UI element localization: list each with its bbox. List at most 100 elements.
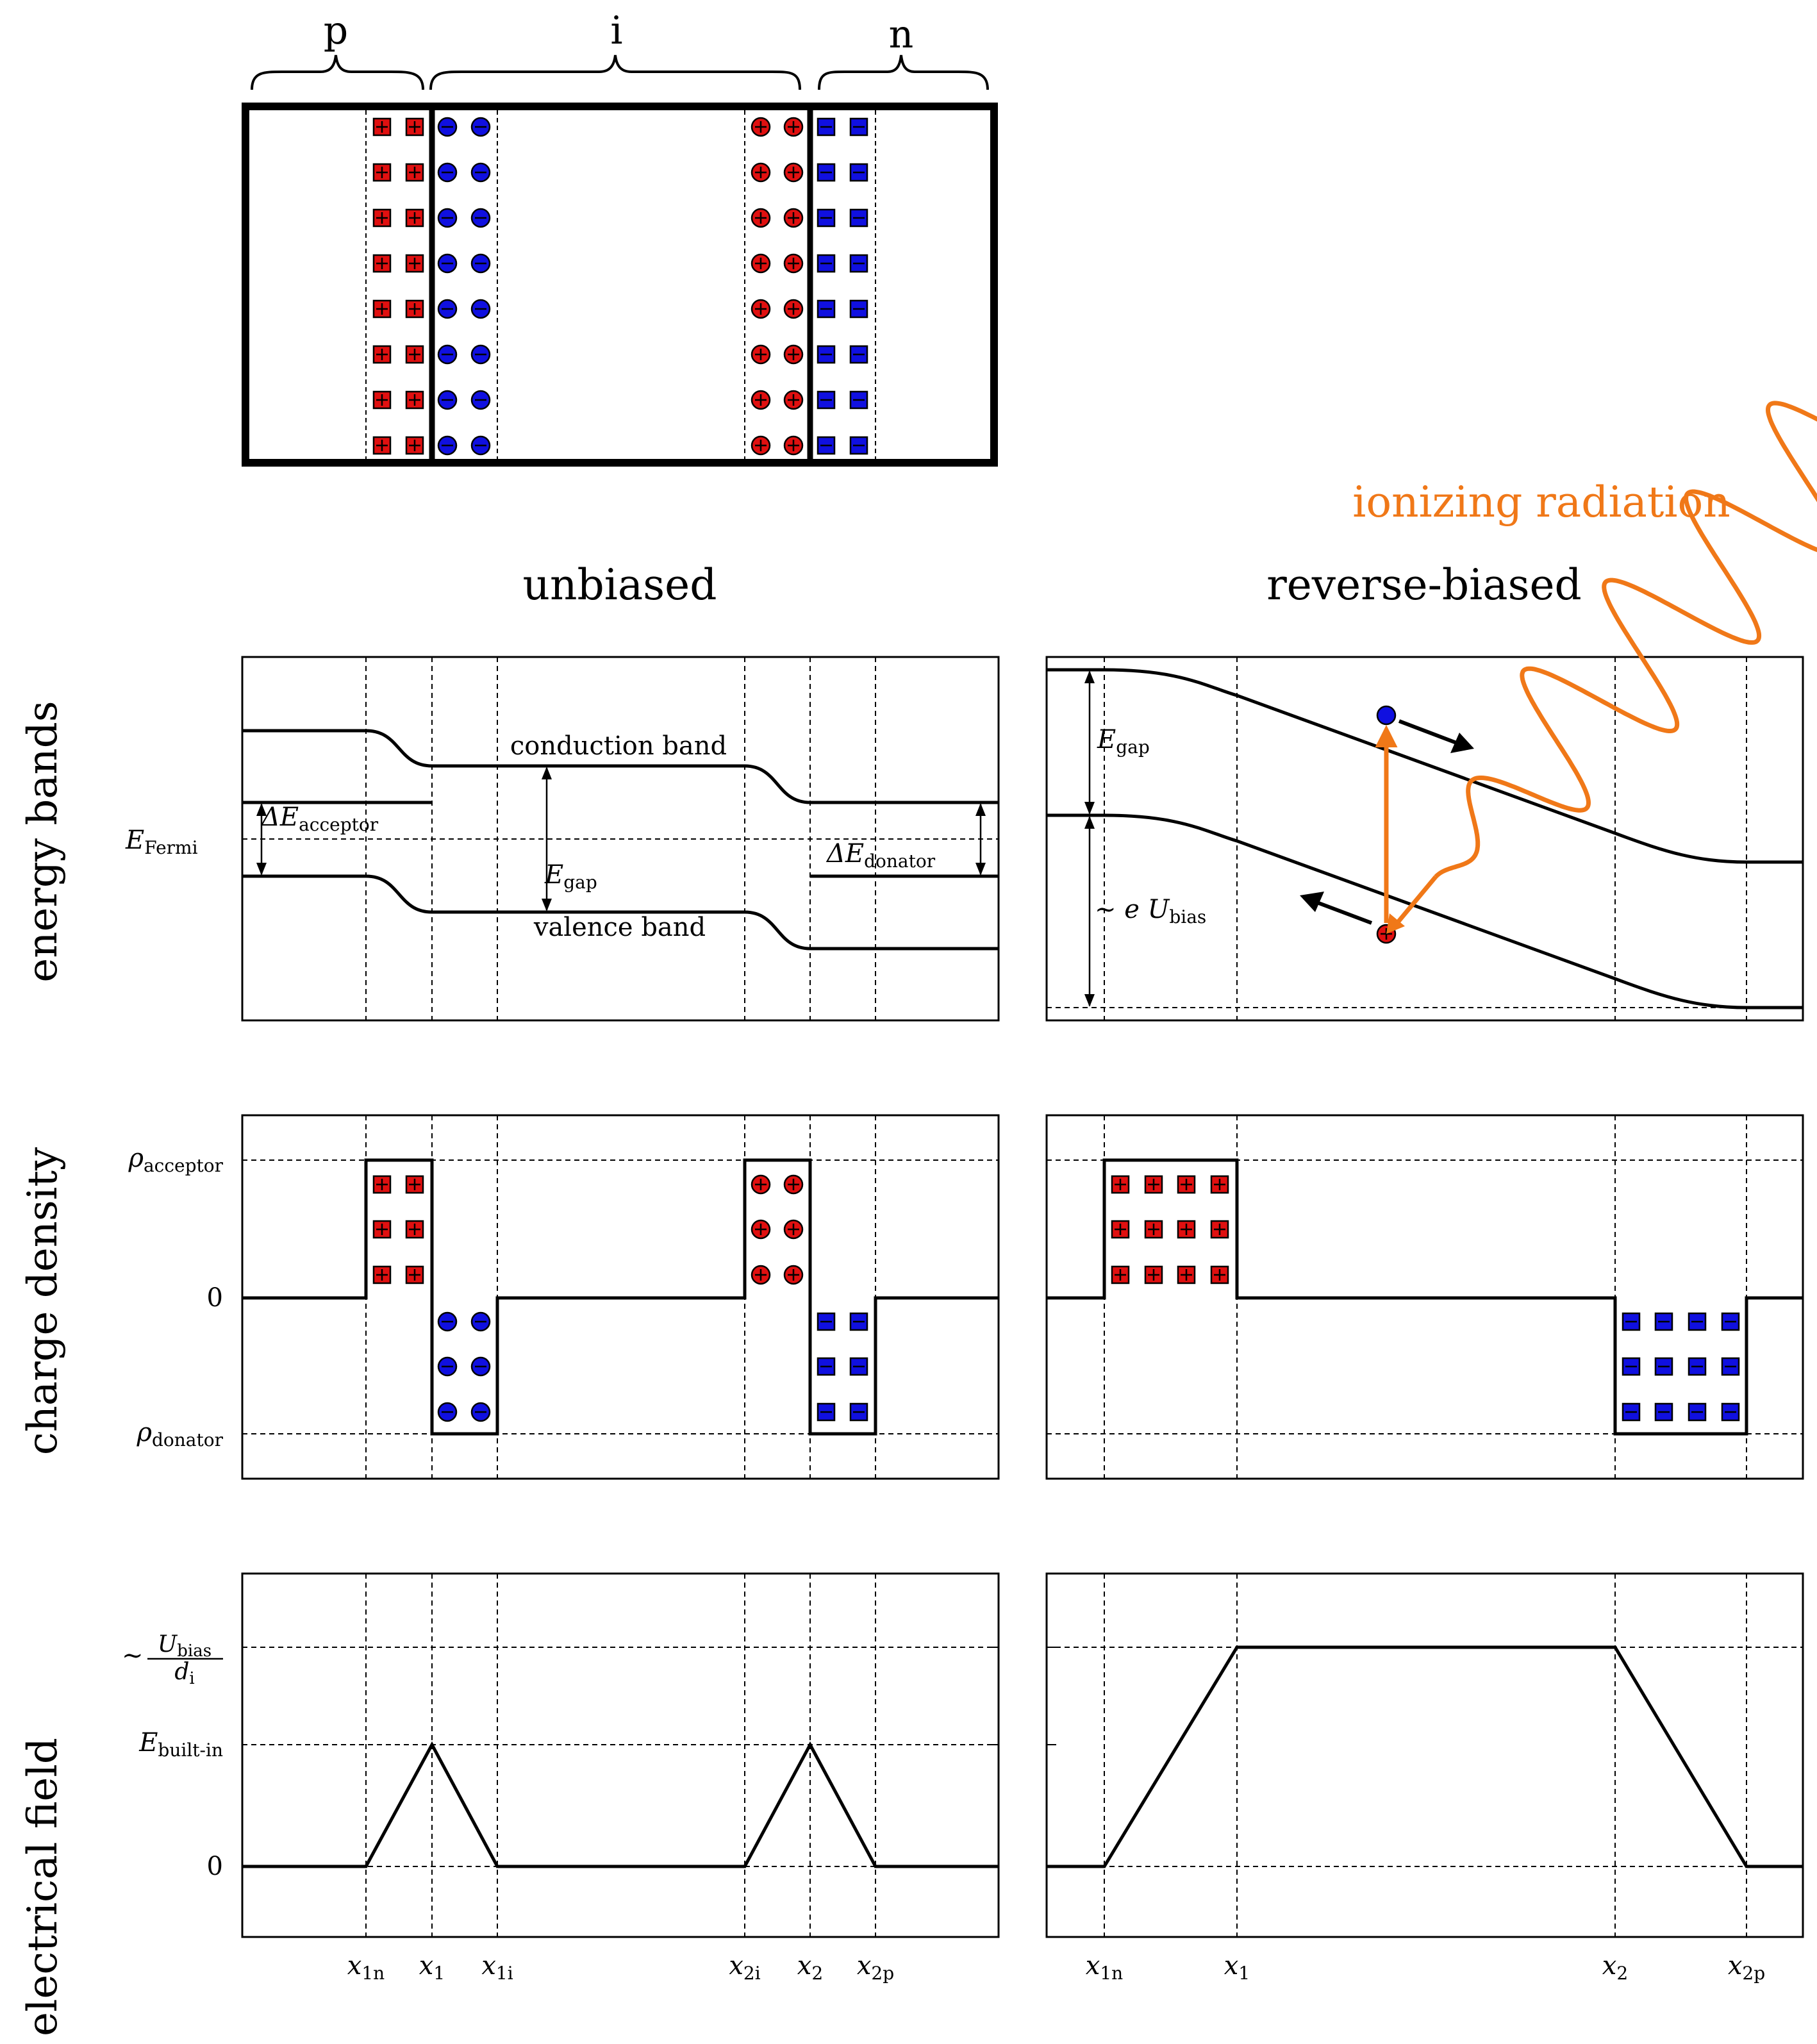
dopant-positive <box>372 117 392 137</box>
dopant-negative <box>1688 1357 1707 1376</box>
radiation-wave <box>1434 401 1817 879</box>
carrier-positive <box>751 208 771 228</box>
charge-zero-tick: 0 <box>207 1283 223 1313</box>
dopant-positive <box>1144 1265 1163 1284</box>
row-label-energy-bands: energy bands <box>19 701 67 982</box>
dopant-positive <box>405 345 424 364</box>
radiation-impact-arrowhead <box>1386 913 1405 934</box>
svg-text:di: di <box>174 1659 194 1688</box>
bands-unbiased <box>242 729 999 951</box>
svg-text:Ubias: Ubias <box>158 1631 212 1661</box>
carrier-negative <box>470 162 491 183</box>
dopant-positive <box>1210 1220 1229 1239</box>
conduction-band-label: conduction band <box>510 731 727 761</box>
carrier-positive <box>751 1265 771 1285</box>
carrier-negative <box>470 253 491 274</box>
carrier-positive <box>751 253 771 274</box>
dopant-positive <box>1210 1175 1229 1194</box>
radiation-label: ionizing radiation <box>1352 478 1730 527</box>
dopant-negative <box>849 208 868 228</box>
field-zero-tick: 0 <box>207 1852 223 1881</box>
dopant-negative <box>1721 1357 1740 1376</box>
panel-bands-biased <box>1045 656 1804 1022</box>
carrier-negative <box>470 208 491 228</box>
carrier-negative <box>470 117 491 137</box>
carrier-negative <box>437 1356 458 1377</box>
carrier-positive <box>751 435 771 456</box>
dopant-negative <box>1622 1357 1641 1376</box>
valence-band-label: valence band <box>533 913 706 942</box>
drift-arrows <box>1300 719 1474 925</box>
carrier-negative <box>470 1402 491 1422</box>
dopant-positive <box>1177 1265 1196 1284</box>
dopant-negative <box>817 117 836 137</box>
carrier-positive <box>783 162 804 183</box>
row-label-electrical-field: electrical field <box>19 1738 67 2036</box>
bias-label: ∼ e Ubias <box>1095 895 1206 927</box>
x-label-left-0: x1n <box>347 1951 385 1984</box>
dopant-positive <box>372 299 392 319</box>
region-label-n: n <box>889 12 914 57</box>
dopant-negative <box>849 163 868 182</box>
dopant-negative <box>1654 1402 1673 1422</box>
charge-profiles <box>242 1158 1803 1436</box>
delta-e-donator-label: ΔEdonator <box>826 839 936 872</box>
brace-i <box>429 54 801 90</box>
region-label-i: i <box>610 8 622 53</box>
x-axis-labels: x1n x1 x1i x2i x2 x2p x1n x1 x2 x2p <box>347 1951 1765 1984</box>
dopant-negative <box>849 1312 868 1331</box>
carrier-negative <box>470 299 491 319</box>
field-profile-unbiased <box>242 1741 999 1868</box>
column-title-unbiased: unbiased <box>523 560 717 610</box>
delta-e-acceptor-label: ΔEacceptor <box>260 802 379 835</box>
dopant-positive <box>372 345 392 364</box>
dopant-negative <box>849 436 868 455</box>
device-outline <box>242 103 998 467</box>
dopant-negative <box>817 436 836 455</box>
dopant-positive <box>405 390 424 410</box>
carrier-negative <box>470 390 491 410</box>
dopant-negative <box>817 208 836 228</box>
field-axis-ticks-right <box>987 1647 1056 1867</box>
dopant-positive <box>1111 1175 1130 1194</box>
carrier-positive <box>751 162 771 183</box>
dopant-positive <box>1144 1220 1163 1239</box>
field-profiles <box>242 1645 1803 1868</box>
bands-biased <box>1047 668 1803 1010</box>
carrier-positive <box>783 435 804 456</box>
carrier-negative <box>437 253 458 274</box>
horizontal-guides <box>242 838 1803 1867</box>
dopant-negative <box>1654 1357 1673 1376</box>
dopant-positive <box>1111 1220 1130 1239</box>
dopant-positive <box>1210 1265 1229 1284</box>
dopant-positive <box>372 390 392 410</box>
gap-label-biased: Egap <box>1097 725 1150 758</box>
dopant-negative <box>1721 1402 1740 1422</box>
x-label-right-0: x1n <box>1086 1951 1123 1984</box>
carrier-negative <box>437 299 458 319</box>
dopant-negative <box>1688 1312 1707 1331</box>
x-label-right-3: x2p <box>1728 1951 1765 1984</box>
carrier-negative <box>1376 705 1397 726</box>
carrier-positive <box>751 299 771 319</box>
row-label-charge-density: charge density <box>19 1147 67 1455</box>
gap-label-unbiased: Egap <box>544 860 597 893</box>
carrier-negative <box>437 162 458 183</box>
carrier-negative <box>470 344 491 365</box>
dopant-negative <box>849 299 868 319</box>
charge-profile-unbiased <box>242 1158 999 1436</box>
built-in-field-tick: Ebuilt-in <box>138 1728 223 1761</box>
carrier-positive <box>783 390 804 410</box>
dopant-negative <box>849 345 868 364</box>
dopant-positive <box>1111 1265 1130 1284</box>
dopant-negative <box>1721 1312 1740 1331</box>
carrier-positive <box>751 117 771 137</box>
carrier-negative <box>437 1402 458 1422</box>
dopant-positive <box>372 1175 392 1194</box>
carrier-negative <box>437 208 458 228</box>
carrier-positive <box>751 344 771 365</box>
dopant-negative <box>817 1357 836 1376</box>
carrier-positive <box>783 1265 804 1285</box>
dopant-negative <box>817 1402 836 1422</box>
device: p i n <box>242 8 998 467</box>
